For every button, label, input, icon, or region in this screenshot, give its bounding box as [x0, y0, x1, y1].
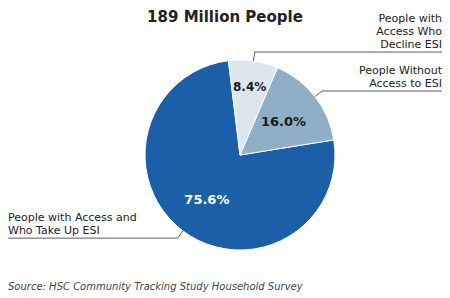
data-label: 75.6% [184, 192, 229, 207]
data-label: 16.0% [261, 114, 306, 129]
leader-line [315, 91, 442, 97]
title: 189 Million People [147, 8, 303, 26]
wedge [145, 61, 335, 250]
wedge [228, 60, 277, 155]
category-label: People WithoutAccess to ESI [359, 64, 443, 90]
chart: 189 Million People 75.6% People with Acces… [0, 0, 450, 298]
data-label: 8.4% [233, 80, 266, 94]
wedges [145, 60, 335, 250]
leader-line [253, 52, 442, 61]
chart-container: 189 Million People 75.6% People with Acces… [0, 0, 450, 298]
annotation: Source: HSC Community Tracking Study Hou… [8, 281, 304, 292]
labels: 75.6% People with Access andWho Take Up E… [8, 12, 443, 238]
category-label: People withAccess WhoDecline ESI [376, 12, 442, 51]
category-label: People with Access andWho Take Up ESI [8, 211, 137, 237]
